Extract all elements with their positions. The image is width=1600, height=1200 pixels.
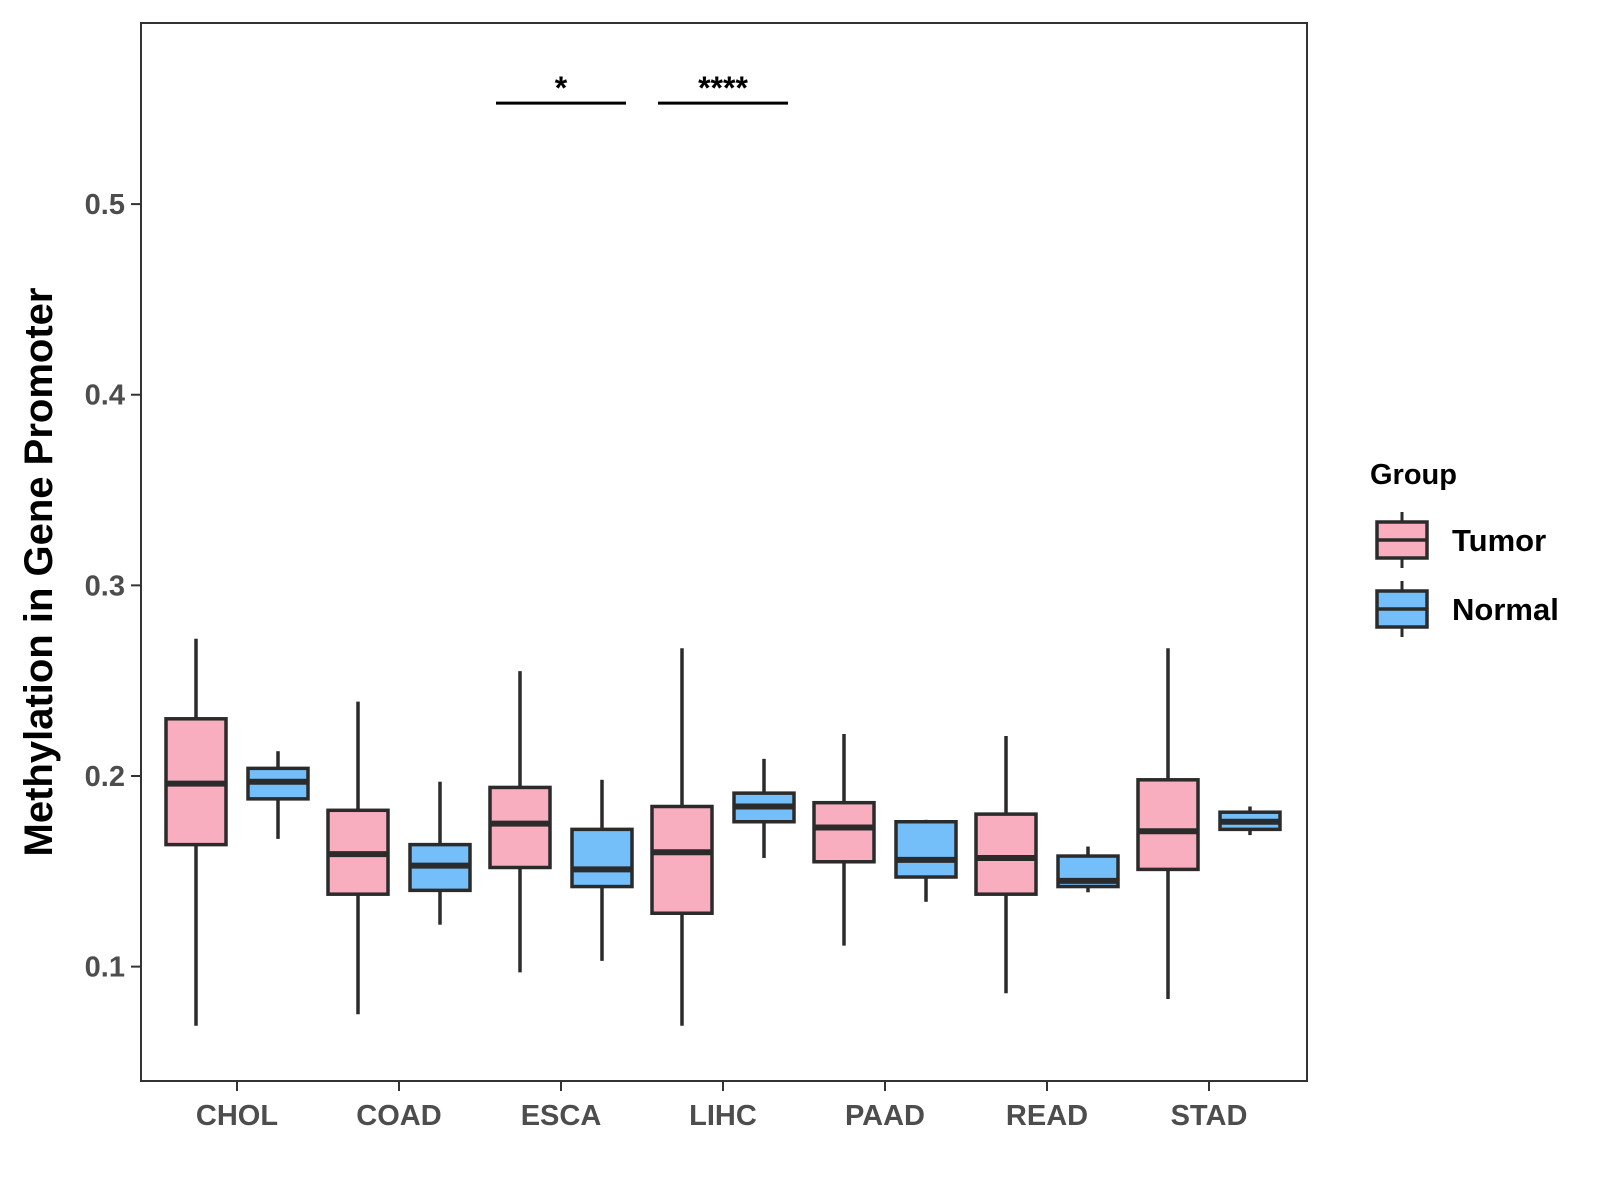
x-tick-label: COAD	[356, 1100, 441, 1132]
box-body	[570, 827, 634, 889]
plot-panel	[140, 22, 1308, 1082]
y-tick-label: 0.4	[85, 380, 125, 412]
normal-box-chol	[246, 751, 310, 839]
x-tick-label: STAD	[1171, 1100, 1248, 1132]
tumor-box-coad	[326, 701, 390, 1015]
y-tick-label: 0.5	[85, 189, 125, 221]
x-tick-label: LIHC	[689, 1100, 757, 1132]
tumor-box-esca	[488, 671, 552, 973]
normal-box-read	[1056, 846, 1120, 893]
normal-box-stad	[1218, 806, 1282, 836]
significance-annotations: * ****	[496, 70, 788, 106]
legend-item-tumor: Tumor	[1375, 512, 1546, 568]
tumor-box-lihc	[650, 648, 714, 1026]
y-tick-label: 0.3	[85, 570, 125, 602]
y-axis: 0.1 0.2 0.3 0.4 0.5	[85, 189, 141, 984]
significance-label: ****	[698, 70, 748, 106]
legend: Group Tumor Normal	[1370, 459, 1559, 637]
legend-title: Group	[1370, 459, 1457, 491]
x-tick-label: READ	[1006, 1100, 1088, 1132]
normal-box-esca	[570, 779, 634, 961]
y-tick-label: 0.1	[85, 952, 125, 984]
legend-label: Normal	[1452, 592, 1559, 627]
box-body	[974, 812, 1038, 896]
x-axis: CHOL COAD ESCA LIHC PAAD READ STAD	[196, 1081, 1247, 1132]
box-body	[488, 785, 552, 870]
normal-box-lihc	[732, 758, 796, 858]
legend-item-normal: Normal	[1375, 581, 1559, 637]
y-axis-title: Methylation in Gene Promoter	[17, 288, 61, 857]
y-tick-label: 0.2	[85, 761, 125, 793]
box-body	[1136, 778, 1200, 872]
x-tick-label: CHOL	[196, 1100, 278, 1132]
box-series	[164, 638, 1282, 1026]
tumor-box-paad	[812, 734, 876, 946]
normal-box-coad	[408, 781, 472, 925]
x-tick-label: PAAD	[845, 1100, 925, 1132]
box-body	[650, 804, 714, 915]
significance-label: *	[555, 70, 568, 106]
normal-box-paad	[894, 819, 958, 902]
tumor-box-chol	[164, 638, 228, 1026]
box-body	[894, 819, 958, 879]
tumor-box-stad	[1136, 648, 1200, 1000]
legend-label: Tumor	[1452, 523, 1546, 558]
box-body	[812, 800, 876, 864]
tumor-box-read	[974, 735, 1038, 994]
x-tick-label: ESCA	[521, 1100, 602, 1132]
